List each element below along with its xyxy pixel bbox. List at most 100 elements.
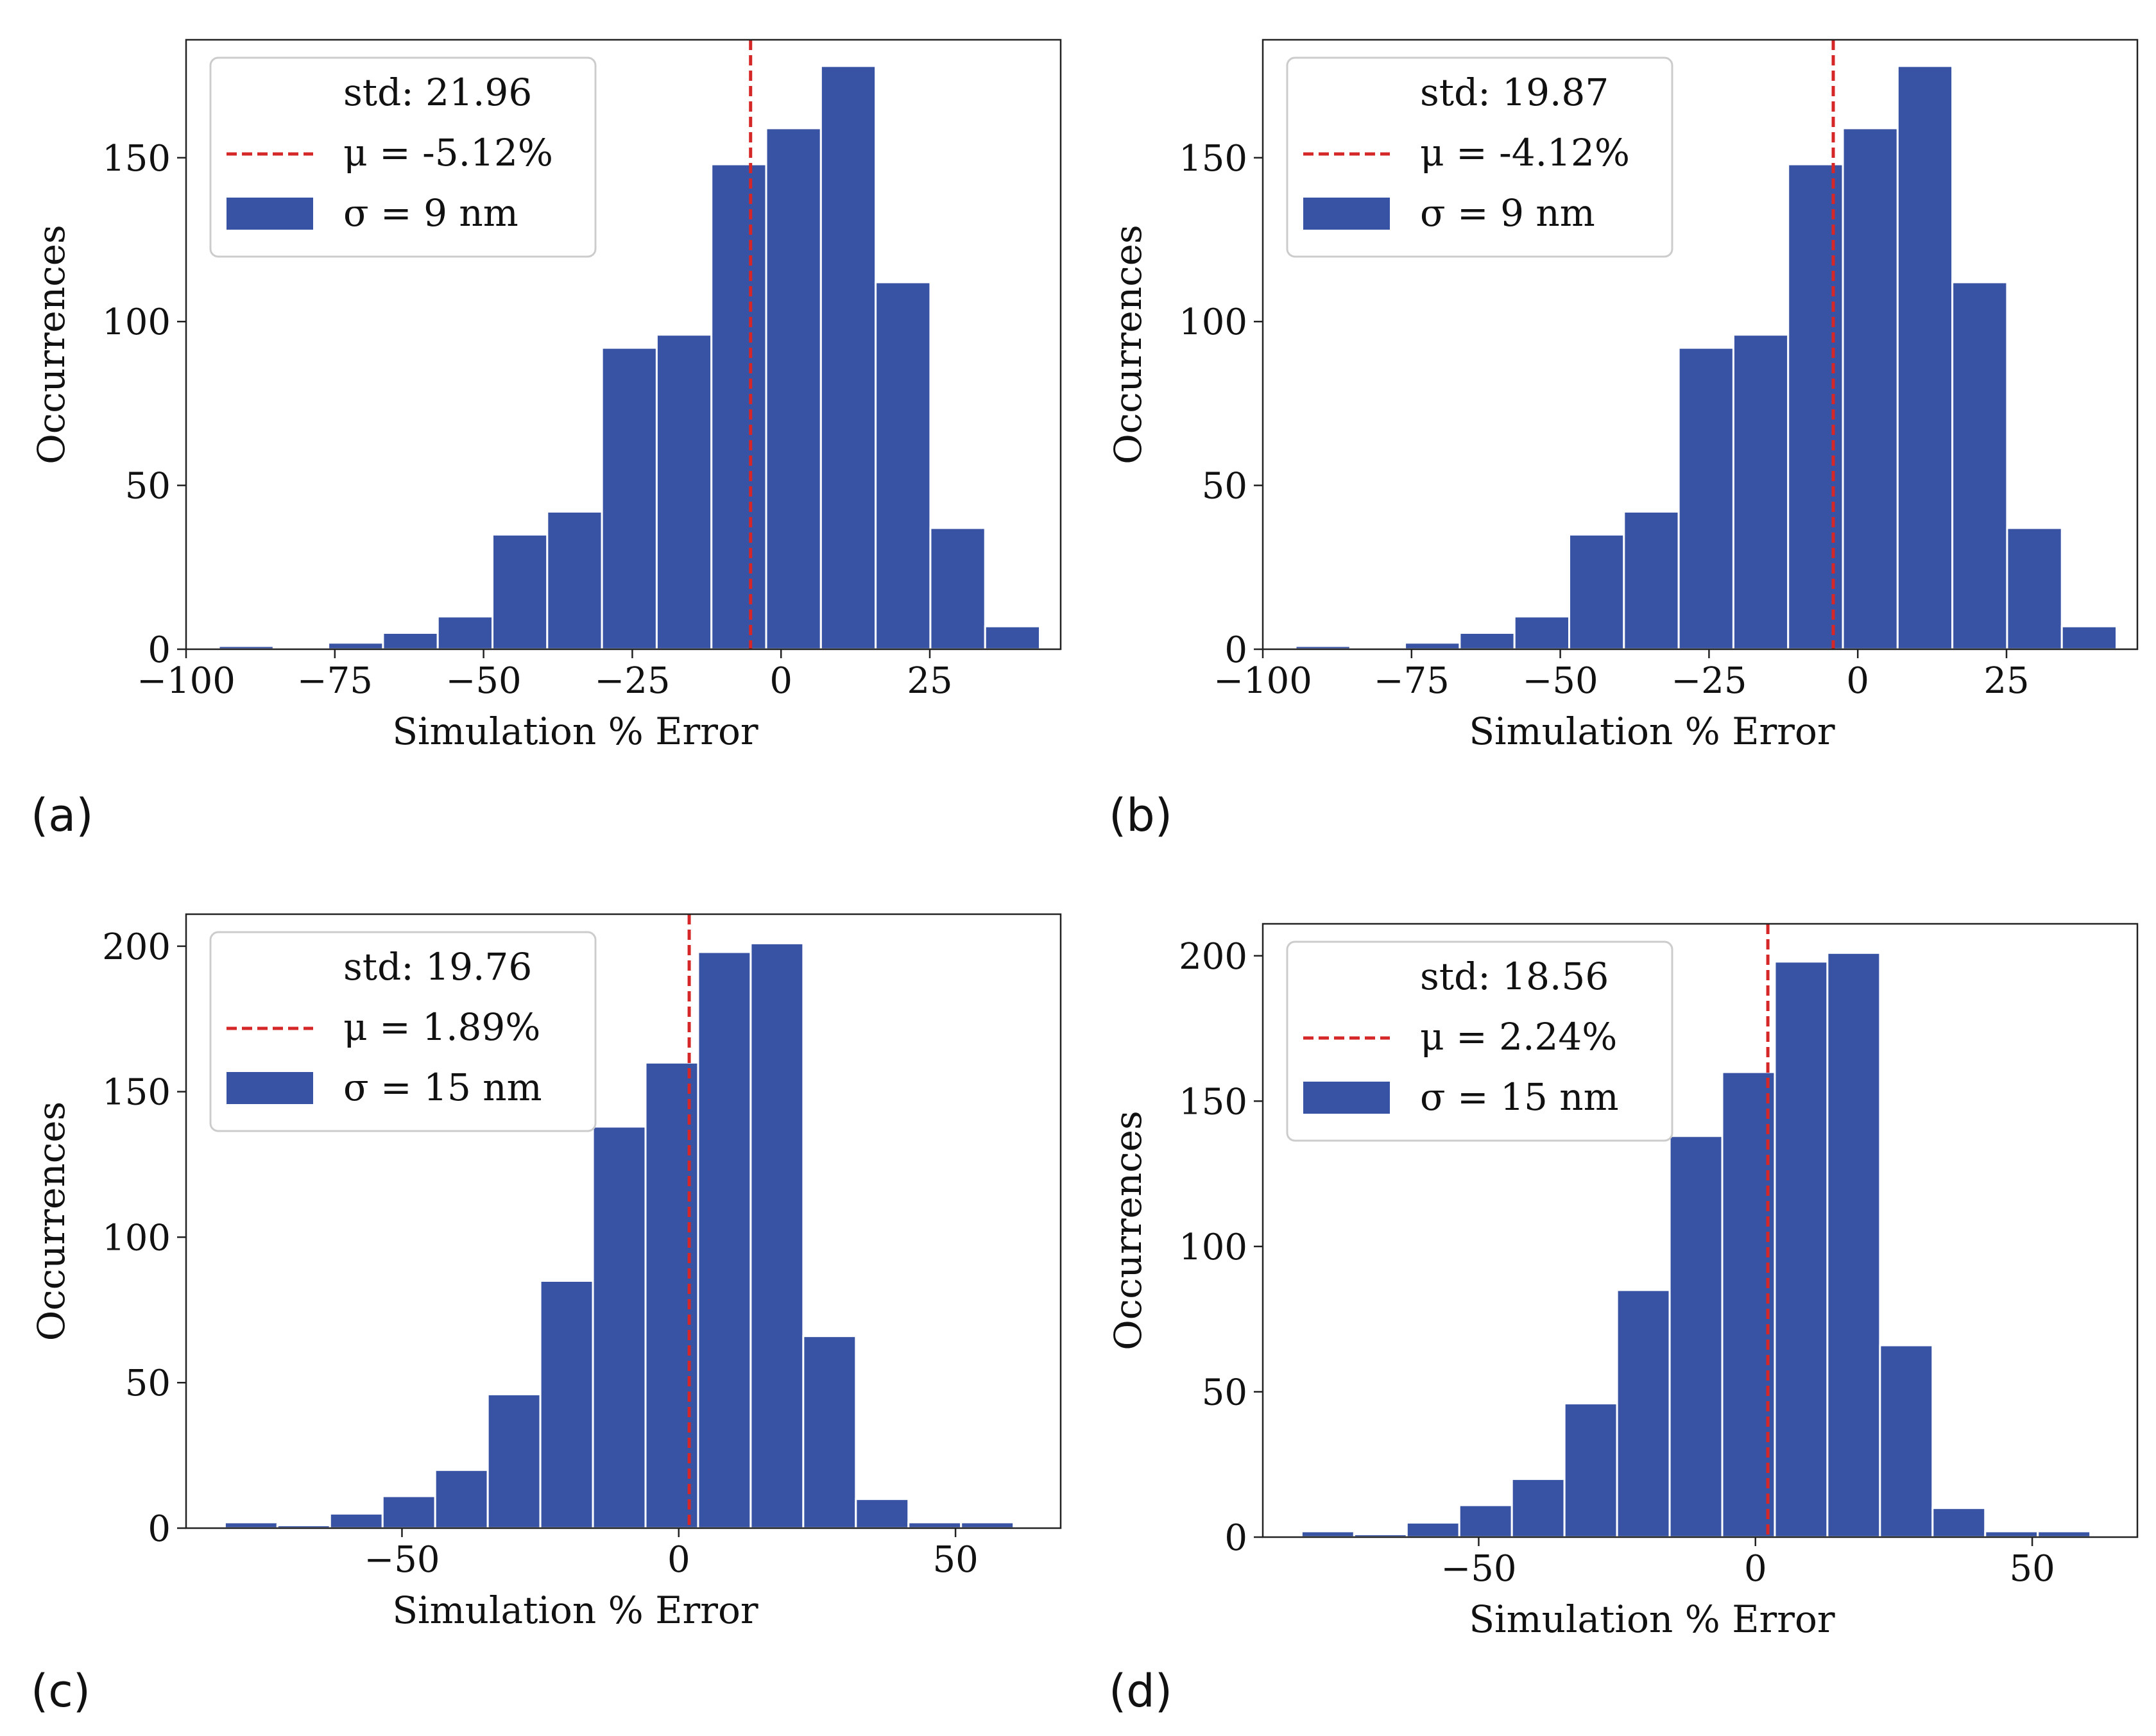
legend: std: 19.87 μ = -4.12% σ = 9 nm [1286, 56, 1673, 258]
histogram-bar [1677, 346, 1734, 651]
histogram-bar [710, 163, 767, 651]
histogram-bar [546, 510, 603, 651]
legend-std-label: std: 18.56 [1420, 955, 1609, 998]
y-tick-label: 150 [102, 1072, 171, 1114]
legend: std: 18.56 μ = 2.24% σ = 15 nm [1286, 940, 1673, 1142]
histogram-bar [2037, 1530, 2092, 1538]
histogram-bar [1896, 65, 1954, 651]
legend-std-label: std: 21.96 [343, 71, 532, 114]
histogram-bar [960, 1521, 1015, 1529]
histogram-panel-d: −50 0 50 0 50 100 150 200 Simulation % Error Occu… [1106, 923, 2139, 1717]
x-tick-label: 0 [769, 660, 792, 702]
axes-frame [185, 38, 1062, 651]
x-tick-label: 0 [1744, 1548, 1767, 1590]
legend: std: 21.96 μ = -5.12% σ = 9 nm [209, 56, 597, 258]
histogram-bar [381, 1495, 436, 1529]
x-axis-label: Simulation % Error [392, 710, 758, 753]
y-tick-label: 100 [102, 302, 171, 343]
histogram-bar [539, 1279, 594, 1529]
histogram-bar [1774, 960, 1829, 1538]
y-tick-label: 0 [148, 629, 171, 671]
y-tick-label: 50 [1202, 466, 1247, 507]
panel-label: (b) [1109, 789, 1172, 842]
y-tick-label: 100 [102, 1217, 171, 1259]
legend-sigma-label: σ = 15 nm [343, 1066, 542, 1109]
y-axis-label: Occurrences [30, 225, 73, 464]
axes-frame [185, 913, 1062, 1529]
histogram-bar [984, 625, 1041, 651]
y-tick-label: 0 [148, 1508, 171, 1550]
histogram-bar [1721, 1071, 1776, 1538]
y-tick-label: 0 [1224, 1517, 1247, 1559]
legend-std-label: std: 19.76 [343, 945, 532, 989]
histogram-bar [1616, 1289, 1671, 1538]
histogram-bar [907, 1521, 963, 1529]
histogram-bar [655, 334, 713, 651]
x-tick-label: 25 [1983, 660, 2029, 702]
histogram-bar [1458, 1504, 1513, 1538]
y-tick-label: 50 [125, 466, 171, 507]
x-tick-label: 0 [667, 1539, 690, 1581]
histogram-bar [819, 65, 877, 651]
histogram-bar [329, 1512, 384, 1529]
histogram-bar [929, 527, 986, 651]
histogram-bar [1668, 1135, 1724, 1538]
histogram-bar [382, 631, 439, 651]
histogram-bar [697, 951, 752, 1529]
histogram-bar [592, 1125, 647, 1529]
histogram-bar [223, 1521, 278, 1529]
y-axis-label: Occurrences [30, 1102, 73, 1341]
histogram-bar [1842, 127, 1899, 651]
y-tick-label: 0 [1224, 629, 1247, 671]
x-tick-label: 0 [1846, 660, 1869, 702]
histogram-bar [1623, 510, 1680, 651]
histogram-panel-b: −100 −75 −50 −25 0 25 0 50 100 150 Simulation % Er… [1106, 38, 2139, 842]
x-tick-label: −50 [364, 1539, 440, 1581]
histogram-bar [1984, 1530, 2039, 1538]
y-axis-label: Occurrences [1106, 1111, 1150, 1350]
histogram-bar [1951, 281, 2008, 651]
legend-sigma-label: σ = 15 nm [1420, 1075, 1619, 1119]
histogram-bar [855, 1498, 910, 1529]
legend-sigma-swatch [1303, 198, 1390, 230]
histogram-bar [1931, 1507, 1987, 1538]
legend-sigma-swatch [227, 198, 313, 230]
legend-mean-label: μ = -5.12% [343, 131, 553, 174]
panel-label: (d) [1109, 1665, 1172, 1717]
x-tick-label: 50 [932, 1539, 978, 1581]
y-tick-label: 50 [1202, 1372, 1247, 1413]
y-tick-label: 150 [1179, 138, 1247, 180]
x-tick-label: −75 [297, 660, 373, 702]
histogram-bar [1563, 1402, 1618, 1538]
histogram-bar [1879, 1344, 1934, 1538]
histogram-bar [749, 942, 805, 1529]
histogram-bar [1787, 163, 1844, 651]
x-tick-label: −50 [446, 660, 522, 702]
histogram-bar [1459, 631, 1516, 651]
legend-mean-label: μ = 2.24% [1420, 1015, 1617, 1059]
histogram-bar [765, 127, 822, 651]
panel-label: (c) [31, 1665, 90, 1717]
y-tick-label: 150 [102, 138, 171, 180]
histogram-bar [327, 642, 384, 651]
histogram-bar [1513, 615, 1571, 651]
y-tick-label: 100 [1179, 302, 1247, 343]
x-tick-label: 50 [2009, 1548, 2055, 1590]
histogram-bar [434, 1468, 489, 1529]
histogram-bar [802, 1335, 857, 1529]
histogram-bar [601, 346, 658, 651]
y-tick-label: 200 [1179, 936, 1247, 978]
histogram-panel-a: −100 −75 −50 −25 0 25 0 50 100 150 Simulation % Er… [30, 38, 1062, 842]
histogram-bar [1826, 951, 1881, 1538]
x-axis-label: Simulation % Error [1469, 1597, 1835, 1641]
axes-frame [1262, 923, 2139, 1538]
histogram-bar [1405, 1521, 1460, 1538]
legend-std-label: std: 19.87 [1420, 71, 1609, 114]
y-tick-label: 200 [102, 926, 171, 968]
histogram-bar [1404, 642, 1461, 651]
histogram-bar [492, 533, 549, 651]
y-tick-label: 50 [125, 1363, 171, 1404]
legend-sigma-swatch [227, 1072, 313, 1104]
axes-frame [1262, 38, 2139, 651]
